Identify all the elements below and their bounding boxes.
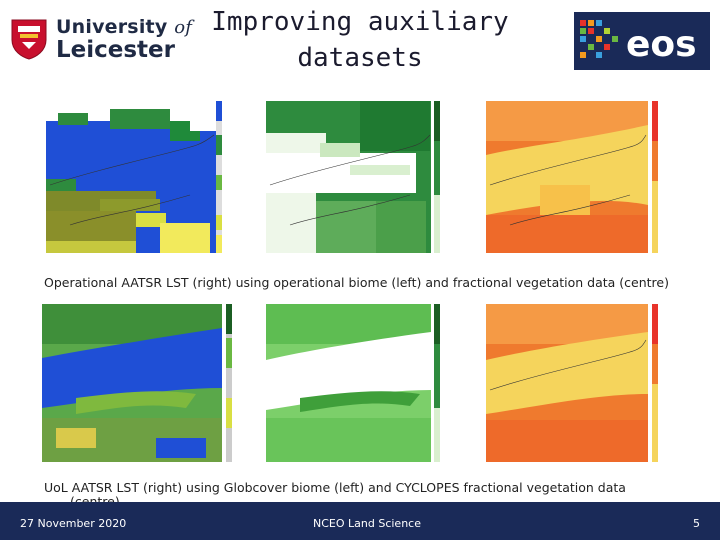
footer-page-number: 5 [693,517,700,530]
uol-lst-map [480,298,685,468]
eos-logo-text: eos [626,24,697,65]
footer-date: 27 November 2020 [20,517,127,530]
eos-logo-squares-icon [580,20,618,58]
slide-title: Improving auxiliary datasets [190,4,530,76]
slide-title-line1: Improving auxiliary [211,7,509,37]
footer-organisation: NCEO Land Science [313,517,421,530]
footer-bar: 27 November 2020 NCEO Land Science 5 [0,502,720,540]
slide-title-line2: datasets [297,43,423,73]
crest-icon [11,19,47,60]
caption-top: Operational AATSR LST (right) using oper… [44,275,669,290]
university-name-line1: University of [56,16,193,38]
caption-bottom-line1: UoL AATSR LST (right) using Globcover bi… [44,480,626,495]
globcover-biome-map [36,298,248,468]
cyclopes-fractional-vegetation-map [260,298,465,468]
operational-lst-map [480,95,685,263]
university-name-line2: Leicester [56,37,175,63]
eos-logo: eos [574,12,710,70]
operational-fractional-vegetation-map [260,95,465,263]
operational-biome-map [40,95,245,263]
university-of-leicester-logo: University of Leicester [8,14,192,64]
